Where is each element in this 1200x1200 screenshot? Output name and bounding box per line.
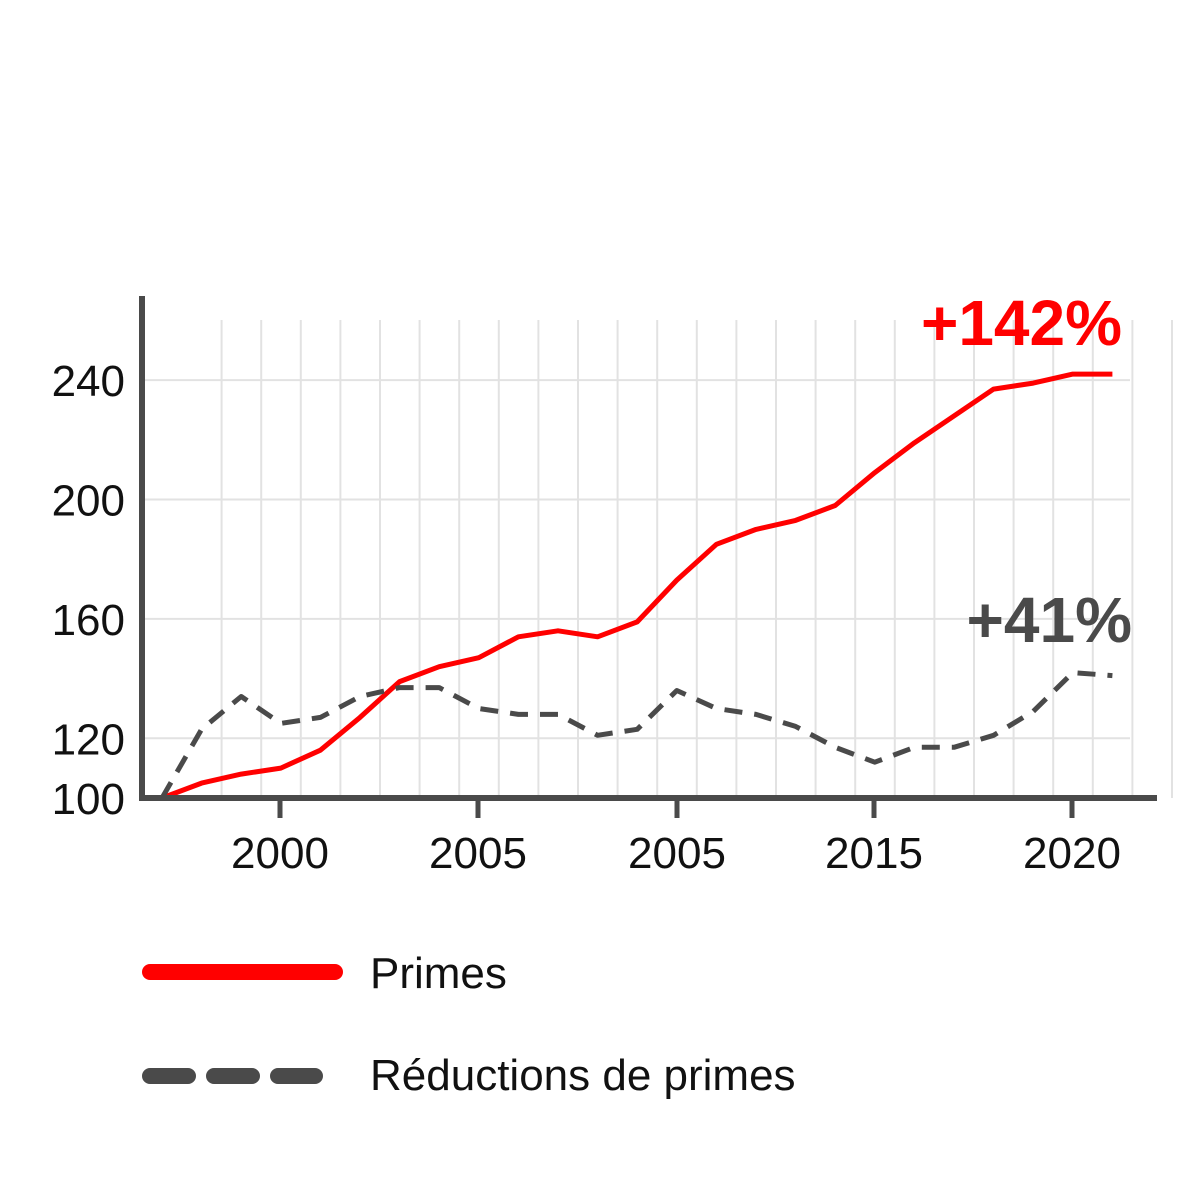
x-tick-label: 2005 — [628, 829, 726, 878]
y-tick-label: 100 — [52, 775, 125, 824]
series-line-reductions — [159, 670, 1113, 800]
x-tick-label: 2020 — [1023, 829, 1121, 878]
annotation-reductions: +41% — [967, 584, 1132, 656]
x-tick-label: 2015 — [825, 829, 923, 878]
y-tick-label: 240 — [52, 357, 125, 406]
y-tick-label: 120 — [52, 715, 125, 764]
y-tick-label: 200 — [52, 477, 125, 526]
legend-label-primes: Primes — [370, 949, 507, 998]
series-line-primes — [161, 371, 1113, 801]
x-tick-label: 2005 — [429, 829, 527, 878]
legend: Primes Réductions de primes — [142, 949, 796, 1100]
axes — [139, 296, 1157, 801]
legend-label-reductions: Réductions de primes — [370, 1051, 796, 1100]
series-lines — [159, 371, 1113, 801]
y-tick-label: 160 — [52, 596, 125, 645]
x-tick-label: 2000 — [231, 829, 329, 878]
grid — [142, 320, 1173, 798]
annotation-primes: +142% — [921, 287, 1122, 359]
tick-labels: 100 120 160 200 240 2000 2005 2005 2015 2020 — [52, 357, 1121, 878]
